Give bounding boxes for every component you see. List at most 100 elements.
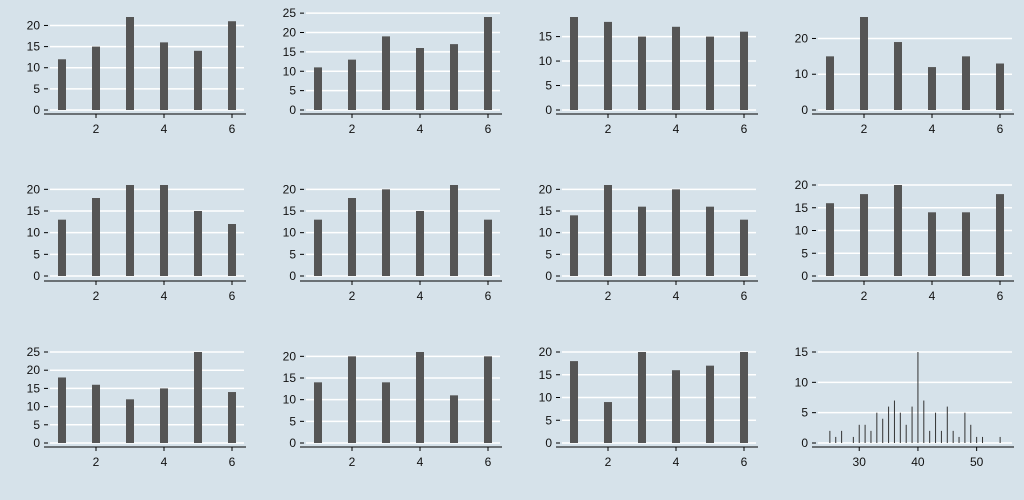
bar [450,395,458,443]
bar [416,211,424,276]
panel-7: 0 5 10 15 20 2 4 6 [539,182,758,303]
bar [160,388,168,443]
bar [952,430,954,443]
bar [484,356,492,443]
y-tick-label: 0 [801,103,808,117]
panel-4: 0 10 20 2 4 6 [795,17,1014,136]
y-tick-label: 0 [801,436,808,450]
bar [58,219,66,276]
bar [996,194,1004,276]
y-tick-label: 10 [795,375,809,389]
y-tick-label: 5 [289,247,296,261]
bar [928,67,936,110]
y-tick-label: 10 [283,226,297,240]
y-tick-label: 20 [27,18,41,32]
panel-5: 0 5 10 15 20 2 4 6 [27,182,246,303]
y-tick-label: 5 [33,418,40,432]
bar [416,352,424,443]
x-tick-label: 4 [161,455,168,469]
y-tick-label: 20 [795,178,809,192]
y-tick-label: 5 [33,82,40,96]
bar [905,424,907,443]
x-tick-label: 4 [417,455,424,469]
y-tick-label: 5 [545,413,552,427]
y-tick-label: 15 [539,30,553,44]
bar [92,198,100,276]
bar [570,361,578,443]
panel-8: 0 5 10 15 20 2 4 6 [795,178,1014,303]
bar [882,418,884,443]
y-tick-label: 5 [289,414,296,428]
panel-6: 0 5 10 15 20 2 4 6 [283,182,502,303]
bar [484,17,492,110]
panel-11: 0 5 10 15 20 2 4 6 [539,345,758,469]
x-tick-label: 2 [605,455,612,469]
bar [940,430,942,443]
y-tick-label: 0 [545,269,552,283]
bar [870,430,872,443]
x-tick-label: 6 [485,289,492,303]
bar [672,370,680,443]
y-tick-label: 15 [539,204,553,218]
y-tick-label: 15 [283,204,297,218]
y-tick-label: 10 [27,400,41,414]
x-tick-label: 2 [349,455,356,469]
bar [348,59,356,110]
panel-9: 0 5 10 15 20 25 2 4 6 [27,345,246,469]
bar [126,185,134,276]
y-tick-label: 15 [27,40,41,54]
y-tick-label: 20 [283,26,297,40]
bar [314,219,322,276]
bar [996,63,1004,110]
x-tick-label: 4 [673,289,680,303]
y-tick-label: 20 [27,182,41,196]
bar [126,399,134,443]
bar [314,67,322,110]
y-tick-label: 10 [539,54,553,68]
bar [970,424,972,443]
y-tick-label: 15 [27,381,41,395]
y-tick-label: 5 [801,406,808,420]
bar [126,17,134,110]
bar [982,436,984,443]
panel-3: 0 5 10 15 2 4 6 [539,17,758,136]
bar [228,21,236,110]
bar [228,392,236,443]
y-tick-label: 20 [539,345,553,359]
x-tick-label: 2 [605,289,612,303]
y-tick-label: 10 [539,391,553,405]
bar [348,198,356,276]
bar [826,56,834,110]
bar [917,352,919,443]
bar [484,219,492,276]
bar [604,402,612,443]
x-tick-label: 2 [93,455,100,469]
y-tick-label: 25 [27,345,41,359]
bar [450,44,458,110]
x-tick-label: 6 [741,289,748,303]
x-tick-label: 6 [229,289,236,303]
y-tick-label: 15 [283,45,297,59]
panel-10: 0 5 10 15 20 2 4 6 [283,349,502,469]
bar [570,17,578,110]
bar [740,352,748,443]
bar [672,26,680,110]
x-tick-label: 2 [349,122,356,136]
y-tick-label: 5 [33,247,40,261]
bar [194,352,202,443]
bar [864,424,866,443]
x-tick-label: 2 [605,122,612,136]
x-tick-label: 40 [911,455,925,469]
bar [894,185,902,276]
bar [740,31,748,110]
bar [923,400,925,443]
x-tick-label: 4 [417,122,424,136]
x-tick-label: 50 [970,455,984,469]
x-tick-label: 2 [349,289,356,303]
y-tick-label: 10 [795,67,809,81]
bar [450,185,458,276]
y-tick-label: 10 [27,226,41,240]
bar [740,219,748,276]
